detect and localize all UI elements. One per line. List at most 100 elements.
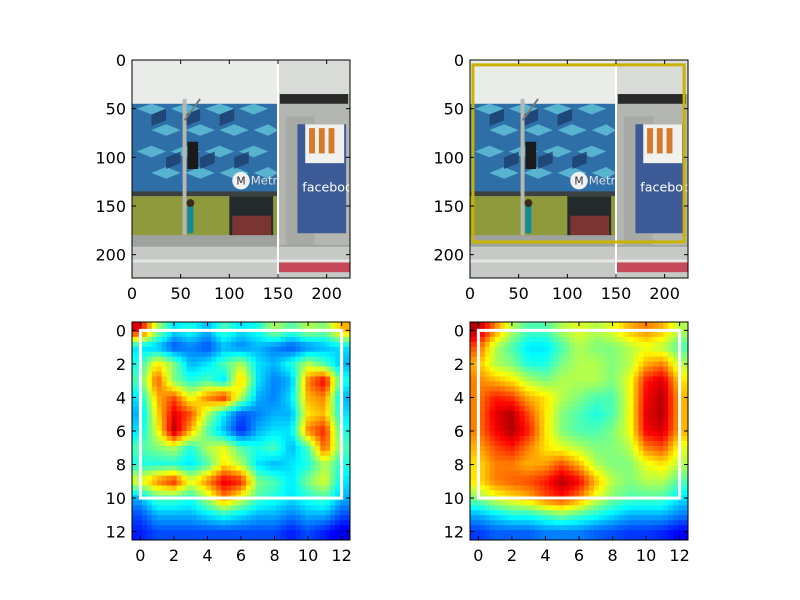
heatmap-cell [166,500,173,506]
heatmap-cell [335,371,341,378]
heatmap-cell [608,322,615,328]
heatmap-cell [628,445,635,452]
heatmap-cell [330,361,336,368]
heatmap-cell [514,351,521,358]
heatmap-cell [305,356,311,363]
heatmap-cell [529,455,535,462]
heatmap-cell [668,465,674,472]
heatmap-cell [280,435,287,442]
heatmap-cell [260,386,267,392]
heatmap-cell [479,401,486,407]
heatmap-cell [196,470,202,477]
heatmap-cell [315,346,321,353]
heatmap-cell [603,361,610,368]
heatmap-cell [648,470,654,477]
heatmap-cell [673,396,679,402]
heatmap-cell [534,515,540,521]
heatmap-cell [146,460,153,467]
heatmap-cell [673,386,679,392]
heatmap-cell [683,322,688,328]
heatmap-cell [231,351,237,358]
heatmap-cell [509,510,516,516]
heatmap-cell [132,401,138,407]
heatmap-cell [310,435,316,442]
heatmap-cell [166,460,173,467]
heatmap-cell [514,505,521,511]
heatmap-cell [564,485,570,492]
heatmap-cell [250,450,257,457]
heatmap-cell [330,475,336,482]
heatmap-cell [524,435,531,442]
heatmap-cell [628,341,635,348]
heatmap-cell [320,530,326,536]
heatmap-cell [593,331,600,338]
heatmap-cell [181,480,188,487]
metro-logo [570,171,588,190]
heatmap-cell [569,341,575,348]
heatmap-cell [151,361,158,368]
heatmap-cell [345,485,350,492]
heatmap-cell [241,391,247,397]
heatmap-cell [236,535,242,540]
heatmap-cell [633,401,640,407]
heatmap-cell [280,351,287,358]
heatmap-cell [633,351,640,358]
heatmap-cell [668,341,674,348]
heatmap-cell [132,505,138,511]
heatmap-cell [290,490,297,496]
heatmap-cell [484,366,491,373]
heatmap-cell [519,401,526,407]
heatmap-cell [574,366,580,373]
heatmap-cell [171,515,178,521]
heatmap-cell [275,475,282,482]
heatmap-cell [245,525,252,531]
heatmap-cell [628,510,635,516]
heatmap-cell [211,505,217,511]
heatmap-cell [310,351,316,358]
heatmap-cell [132,510,138,516]
heatmap-cell [295,322,302,328]
heatmap-cell [593,361,600,368]
heatmap-cell [514,445,521,452]
heatmap-cell [320,435,326,442]
heatmap-cell [285,381,292,387]
heatmap-cell [285,371,292,378]
heatmap-cell [325,460,331,467]
heatmap-cell [270,391,277,397]
heatmap-cell [146,480,153,487]
heatmap-cell [544,450,550,457]
heatmap-cell [300,376,306,383]
heatmap-cell [176,515,183,521]
heatmap-cell [181,406,188,412]
heatmap-cell [176,475,183,482]
heatmap-cell [330,530,336,536]
heatmap-cell [509,351,516,358]
heatmap-cell [285,426,292,432]
heatmap-cell [196,381,202,387]
heatmap-cell [216,391,222,397]
heatmap-cell [653,386,659,392]
heatmap-cell [201,475,207,482]
heatmap-cell [265,341,272,348]
heatmap-cell [176,361,183,368]
heatmap-cell [608,485,615,492]
y-tick-label: 150 [95,197,126,216]
heatmap-cell [618,371,625,378]
heatmap-cell [559,485,565,492]
y-tick-label: 50 [106,100,126,119]
heatmap-cell [683,440,688,447]
heatmap-cell [509,490,516,496]
heatmap-cell [320,416,326,422]
heatmap-cell [176,435,183,442]
heatmap-cell [196,356,202,363]
heatmap-cell [643,510,649,516]
heatmap-cell [574,431,580,437]
heatmap-cell [519,470,526,477]
heatmap-cell [643,356,649,363]
heatmap-cell [231,435,237,442]
heatmap-cell [598,376,605,383]
heatmap-cell [569,435,575,442]
heatmap-cell [320,450,326,457]
heatmap-cell [470,445,476,452]
heatmap-cell [519,490,526,496]
